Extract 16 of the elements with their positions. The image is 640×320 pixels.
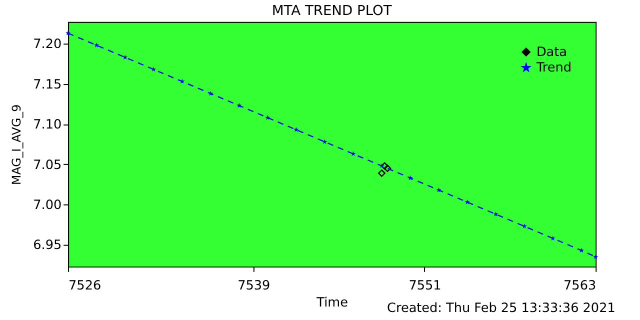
y-tick-label: 7.15 (33, 77, 62, 92)
x-tick-label: 7563 (564, 278, 596, 294)
text: Created: Thu Feb 25 13:33:36 2021 (387, 300, 616, 316)
x-tick-label: 7526 (68, 278, 102, 294)
y-tick-label: 7.00 (33, 198, 62, 213)
legend-label: Data (536, 44, 568, 60)
chart-title: MTA TREND PLOT (272, 3, 392, 20)
x-tick-label: 7539 (238, 278, 270, 294)
x-tick-label: 7551 (408, 278, 442, 294)
x-axis-title: Time (316, 295, 348, 310)
y-axis-title: MAG_I_AVG_9 (9, 104, 24, 186)
y-tick-label: 6.95 (33, 238, 62, 254)
legend-label: Trend (535, 60, 572, 76)
y-tick-label: 7.05 (33, 158, 62, 173)
y-tick-label: 7.10 (33, 118, 62, 133)
y-tick-label: 7.20 (33, 37, 62, 52)
